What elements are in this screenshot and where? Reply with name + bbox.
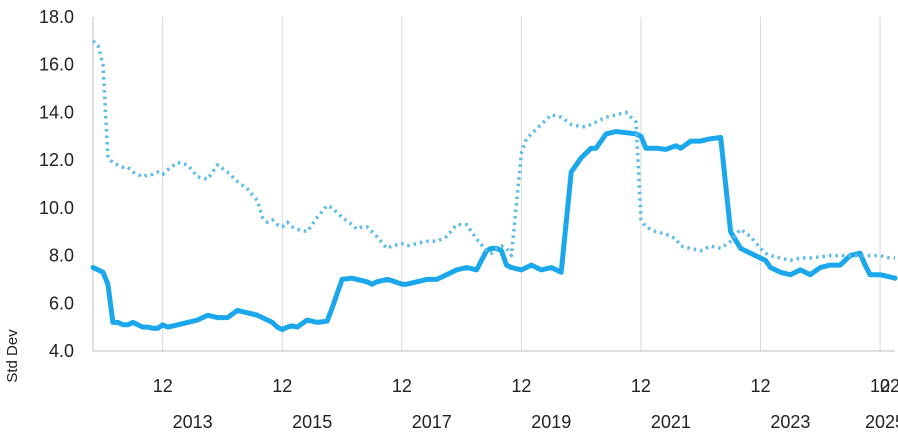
series-line-solid [90,129,898,332]
x-year-label: 2025 [865,412,898,432]
x-tick-label: 12 [631,376,651,396]
x-tick-label: 12 [870,376,890,396]
x-year-label: 2015 [292,412,332,432]
y-axis: 4.0 6.0 8.0 10.0 12.0 14.0 16.0 18.0 [39,7,94,361]
x-tick-label: 12 [511,376,531,396]
y-tick-label: 8.0 [49,246,74,266]
x-tick-label: 12 [392,376,412,396]
vertical-gridlines [162,17,881,351]
x-year-label: 2013 [173,412,213,432]
y-tick-label: 14.0 [39,102,74,122]
y-tick-label: 12.0 [39,150,74,170]
y-tick-label: 16.0 [39,55,74,75]
y-tick-label: 10.0 [39,198,74,218]
x-tick-label: 02 [880,376,898,396]
x-tick-label: 12 [272,376,292,396]
x-year-label: 2023 [770,412,810,432]
x-tick-label: 12 [153,376,173,396]
x-year-label: 2021 [651,412,691,432]
series-line-dotted [91,39,895,263]
x-year-label: 2017 [412,412,452,432]
y-tick-label: 4.0 [49,341,74,361]
y-tick-label: 18.0 [39,7,74,27]
x-year-label: 2019 [531,412,571,432]
series-lines [90,39,898,332]
y-axis-label: Std Dev [4,329,21,383]
y-tick-label: 6.0 [49,293,74,313]
x-tick-label: 12 [750,376,770,396]
